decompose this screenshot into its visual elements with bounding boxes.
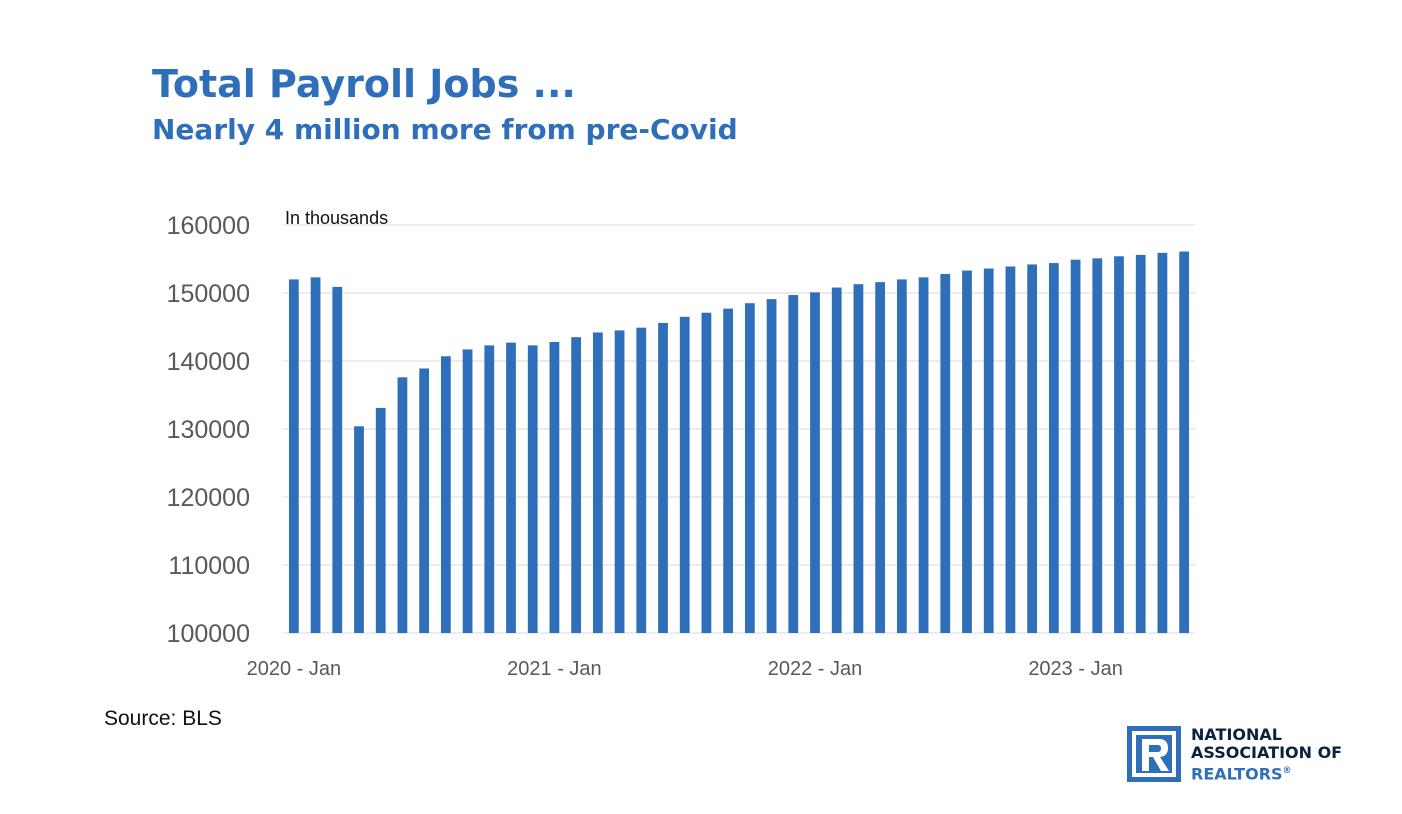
bar <box>506 342 516 633</box>
bar <box>1070 259 1081 633</box>
bar <box>766 299 777 633</box>
bar <box>288 279 299 633</box>
chart-subtitle: Nearly 4 million more from pre-Covid <box>152 113 738 146</box>
source-note: Source: BLS <box>104 707 222 730</box>
logo-line-1: NATIONAL <box>1191 725 1282 744</box>
bar <box>658 322 668 633</box>
bar <box>1179 251 1190 633</box>
bar <box>1027 264 1038 633</box>
bar <box>1005 266 1016 633</box>
bar <box>679 316 690 633</box>
bar <box>1092 258 1103 633</box>
y-tick-label: 150000 <box>167 280 250 308</box>
bar <box>375 407 386 633</box>
bar <box>962 270 972 633</box>
bar <box>354 426 364 633</box>
chart-title: Total Payroll Jobs ... <box>152 62 576 106</box>
bar <box>723 308 734 633</box>
bar <box>1114 256 1124 633</box>
bar <box>592 332 603 633</box>
bar <box>744 303 755 633</box>
y-tick-label: 140000 <box>167 348 250 376</box>
bar <box>332 286 343 633</box>
bar <box>440 356 451 633</box>
bar <box>701 312 712 633</box>
bar <box>310 277 321 633</box>
bar <box>940 273 951 633</box>
logo-registered-mark: ® <box>1282 766 1292 776</box>
bar <box>614 330 625 633</box>
gridlines <box>283 224 1195 634</box>
bar <box>1157 252 1168 633</box>
y-tick-label: 160000 <box>167 212 250 240</box>
y-axis-tick-labels: 100000 110000 120000 130000 140000 150000 1600… <box>167 212 250 648</box>
logo-wordmark: NATIONAL ASSOCIATION OF REALTORS® <box>1191 726 1342 783</box>
bar <box>1135 254 1146 634</box>
bar <box>636 327 647 633</box>
realtor-r-logo-icon <box>1127 726 1181 782</box>
bar <box>549 341 560 633</box>
bar <box>875 282 886 633</box>
x-axis-tick-labels: 2020 - Jan 2021 - Jan 2022 - Jan 2023 - Jan <box>247 658 1123 680</box>
bar <box>810 292 820 633</box>
bar <box>397 377 408 633</box>
bar <box>462 349 473 633</box>
x-tick-label: 2023 - Jan <box>1028 658 1123 680</box>
bar <box>419 368 430 633</box>
bar <box>571 337 582 633</box>
bar <box>983 268 994 633</box>
bar <box>853 284 864 633</box>
x-tick-label: 2020 - Jan <box>247 658 342 680</box>
y-tick-label: 130000 <box>167 416 250 444</box>
payroll-jobs-bar-chart: 100000 110000 120000 130000 140000 150000 1600… <box>167 208 1195 680</box>
bar <box>527 345 538 633</box>
x-tick-label: 2022 - Jan <box>768 658 863 680</box>
logo-line-2: ASSOCIATION OF <box>1191 743 1343 762</box>
bar <box>831 287 842 633</box>
y-tick-label: 100000 <box>167 620 250 648</box>
x-tick-label: 2021 - Jan <box>507 658 602 680</box>
bar <box>918 277 929 633</box>
logo-line-3-text: REALTORS <box>1191 764 1283 784</box>
bar <box>484 345 495 633</box>
unit-note: In thousands <box>285 208 388 228</box>
bar <box>788 295 799 633</box>
bars <box>288 251 1190 634</box>
bar <box>1048 263 1059 633</box>
logo-line-3: REALTORS® <box>1191 762 1342 783</box>
y-tick-label: 110000 <box>168 552 250 580</box>
bar <box>896 279 907 633</box>
y-tick-label: 120000 <box>167 484 250 512</box>
nar-logo: NATIONAL ASSOCIATION OF REALTORS® <box>1127 726 1367 786</box>
